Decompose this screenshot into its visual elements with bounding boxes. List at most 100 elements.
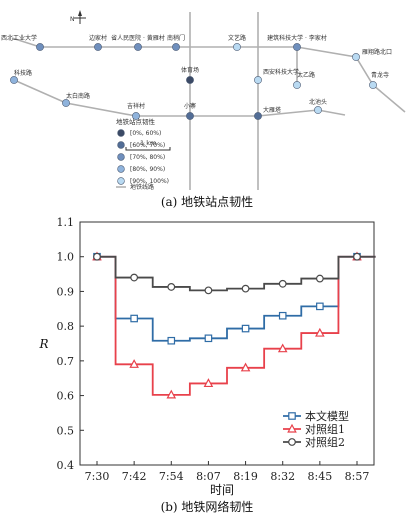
legend-class-swatch <box>117 129 125 137</box>
series-2-point <box>315 327 325 337</box>
station-marker[interactable] <box>132 112 140 120</box>
x-tick-label: 7:42 <box>122 470 147 483</box>
series-layer <box>92 251 376 399</box>
legend-class-label: [80%, 90%) <box>130 166 165 173</box>
legend-marker <box>288 438 296 446</box>
series-3-point <box>278 279 287 288</box>
compass-icon: N <box>70 10 86 24</box>
legend-label: 本文模型 <box>305 409 349 423</box>
chart-caption: (b) 地铁网络韧性 <box>161 499 254 514</box>
series-1-point <box>316 302 324 311</box>
x-tick-label: 8:07 <box>196 470 221 483</box>
station-marker[interactable] <box>314 106 322 114</box>
station-marker[interactable] <box>186 76 194 84</box>
station-marker[interactable] <box>94 43 102 51</box>
map-legend: 地铁站点韧性 [0%, 60%) [60%, 70%) [70%, 80%) [80%… <box>116 117 169 191</box>
series-3-point <box>353 252 361 261</box>
series-line-1 <box>97 255 376 342</box>
station-label: 小寨 <box>184 102 196 110</box>
legend-class-label: [60%, 70%) <box>130 142 165 149</box>
x-axis: 7:30 7:42 7:54 8:07 8:19 8:32 8:45 8:57 <box>85 461 370 483</box>
resilience-chart: 0.4 0.5 0.6 0.7 0.8 0.9 1.0 1.1 7:30 7:42 7:54 8:0… <box>38 216 376 497</box>
series-1-point <box>167 336 176 345</box>
station-label: 体育场 <box>181 66 199 74</box>
legend-class-swatch <box>117 177 125 185</box>
station-marker[interactable] <box>134 43 142 51</box>
map-caption: (a) 地铁站点韧性 <box>161 195 253 209</box>
scale-bar: 1 km <box>125 139 171 151</box>
x-tick-label: 8:32 <box>270 470 295 483</box>
metro-lines <box>11 12 406 190</box>
station-marker[interactable] <box>62 99 70 107</box>
x-tick-label: 8:57 <box>345 470 370 483</box>
station-marker[interactable] <box>352 53 360 61</box>
y-tick-label: 1.1 <box>57 216 75 229</box>
station-marker[interactable] <box>36 43 44 51</box>
series-2-point <box>240 362 251 372</box>
station-label: 省人民医院 · 黄雁村 <box>111 34 165 42</box>
legend-class-swatch <box>117 165 125 173</box>
map-legend-title: 地铁站点韧性 <box>116 117 156 126</box>
x-tick-label: 8:19 <box>233 470 258 483</box>
x-tick-label: 7:54 <box>159 470 184 483</box>
x-axis-label: 时间 <box>210 483 234 497</box>
station-label: 吉祥村 <box>127 102 145 110</box>
series-3-point <box>93 252 101 261</box>
series-1-point <box>241 324 250 333</box>
station-marker[interactable] <box>233 43 241 51</box>
legend-class-swatch <box>117 153 125 161</box>
legend-marker <box>288 412 296 420</box>
station-label: 青龙寺 <box>371 71 389 79</box>
station-label: 西北工业大学 <box>1 34 37 42</box>
series-3-point <box>130 273 139 282</box>
station-marker[interactable] <box>254 112 262 120</box>
series-2-point <box>166 389 177 399</box>
compass-label: N <box>70 16 75 23</box>
legend-class-label: [70%, 80%) <box>130 154 165 161</box>
station-label: 南稍门 <box>167 34 185 42</box>
station-label: 建筑科技大学 · 李家村 <box>267 34 327 42</box>
station-marker[interactable] <box>10 76 18 84</box>
legend-class-label: [0%, 60%) <box>130 130 161 137</box>
series-2-point <box>277 343 288 353</box>
series-3-point <box>167 283 176 291</box>
legend-label: 对照组2 <box>305 435 345 449</box>
legend-class-label: [90%, 100%) <box>130 178 169 185</box>
metro-stations: 西北工业大学 边家村 省人民医院 · 黄雁村 南稍门 文艺路 建筑科技大学 · 李家村雁翔… <box>1 34 392 120</box>
station-label: 北池头 <box>309 98 327 106</box>
map-legend-line-label: 地铁线路 <box>130 183 154 191</box>
station-marker[interactable] <box>369 81 377 89</box>
station-label: 科技路 <box>14 69 32 77</box>
series-2-point <box>129 359 139 368</box>
station-marker[interactable] <box>254 76 262 84</box>
plot-frame <box>79 221 375 466</box>
x-tick-label: 8:45 <box>308 470 333 483</box>
station-label: 边家村 <box>89 34 107 42</box>
metro-line-1 <box>11 37 406 113</box>
station-marker[interactable] <box>172 43 180 51</box>
y-tick-label: 0.9 <box>57 285 75 298</box>
y-axis-label: R <box>38 337 48 351</box>
station-label: 雁翔路北口 <box>362 48 392 56</box>
station-label: 西安科技大学 <box>263 68 299 76</box>
station-marker[interactable] <box>293 81 301 89</box>
series-1-point <box>278 311 287 320</box>
series-1-point <box>204 334 213 343</box>
station-label: 大雁塔 <box>263 106 281 114</box>
x-tick-label: 7:30 <box>85 470 110 483</box>
series-3-point <box>315 274 324 283</box>
y-tick-label: 0.6 <box>57 390 75 403</box>
y-axis: 0.4 0.5 0.6 0.7 0.8 0.9 1.0 1.1 <box>57 216 84 472</box>
y-tick-label: 0.8 <box>57 320 75 333</box>
station-label: 文艺路 <box>228 34 246 42</box>
y-tick-label: 0.7 <box>57 355 75 368</box>
station-label: 太白南路 <box>66 92 90 100</box>
station-marker[interactable] <box>186 112 194 120</box>
station-marker[interactable] <box>293 43 301 51</box>
y-tick-label: 0.5 <box>57 424 75 437</box>
series-3-point <box>241 284 250 293</box>
y-tick-label: 1.0 <box>57 251 75 264</box>
